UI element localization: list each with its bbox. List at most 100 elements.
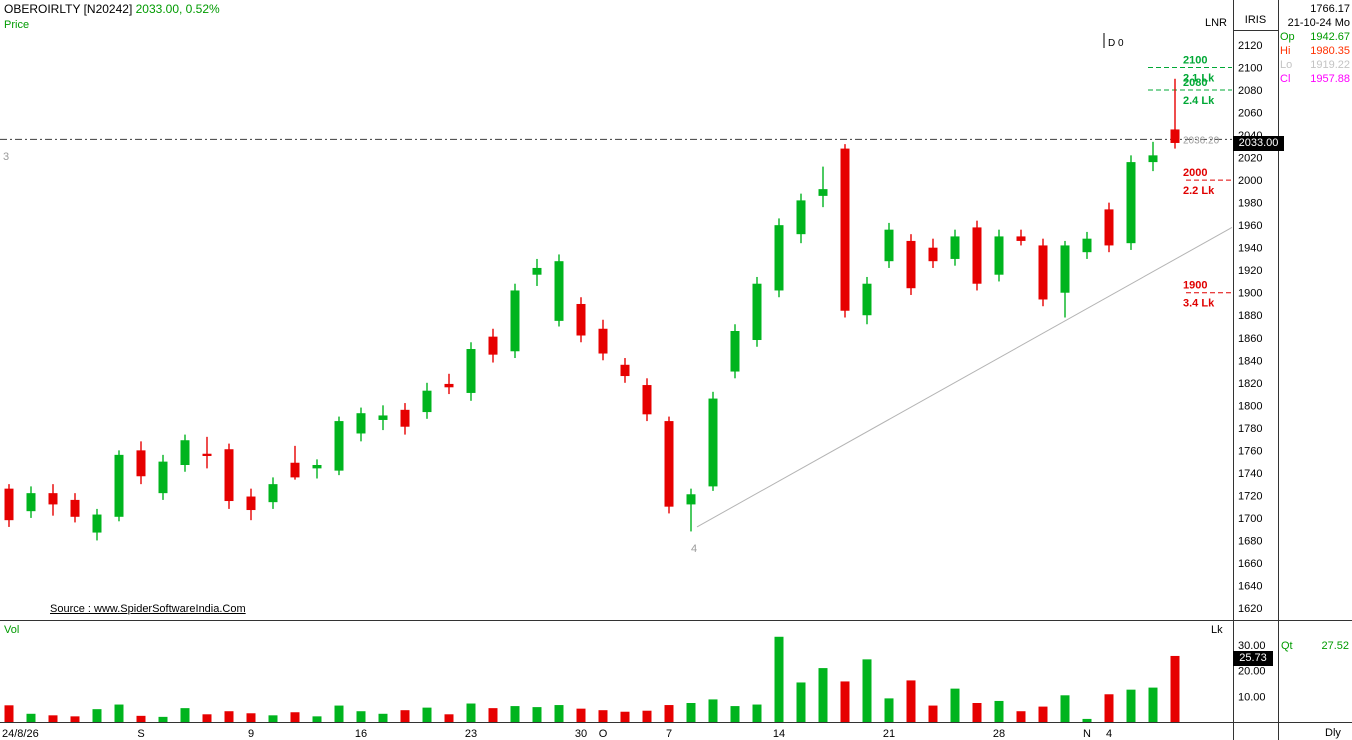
volume-bar [862,659,872,722]
volume-bar [180,708,190,722]
candle-body [840,148,850,311]
candle-body [202,453,212,456]
volume-bar [70,716,80,722]
price-tick-label: 1900 [1238,288,1262,300]
candle-body [664,421,674,507]
high-value: 1980.35 [1310,45,1350,57]
price-pane-label: Price [4,19,30,31]
candle-body [224,449,234,502]
price-tick-label: 1920 [1238,265,1262,277]
candle-body [1016,236,1026,241]
volume-bar [950,688,960,722]
low-row: Lo 1919.22 [1280,58,1350,72]
candle-body [598,328,608,354]
candle-body [620,364,630,377]
volume-bar [1060,695,1070,722]
price-tick-label: 1660 [1238,558,1262,570]
price-tick-label: 2080 [1238,85,1262,97]
price-tick-label: 1840 [1238,355,1262,367]
candle-body [796,200,806,235]
price-tick-label: 1740 [1238,468,1262,480]
qt-label: Qt [1281,640,1293,652]
candle-body [1170,129,1180,143]
volume-bar [290,712,300,722]
source-credit: Source : www.SpiderSoftwareIndia.Com [50,603,246,615]
price-tick-label: 2120 [1238,40,1262,52]
open-value: 1942.67 [1310,31,1350,43]
quote-date: 21-10-24 Mo [1287,17,1350,29]
wave-label: 3 [3,151,9,163]
volume-bar [620,711,630,722]
price-tick-label: 2060 [1238,108,1262,120]
x-tick-label: 28 [993,728,1005,740]
candle-body [466,349,476,393]
volume-bar [576,708,586,722]
candle-body [246,496,256,511]
candle-body [312,464,322,469]
volume-bar [488,708,498,722]
x-tick-label: S [137,728,144,740]
x-tick-label: 9 [248,728,254,740]
x-tick-label: 7 [666,728,672,740]
candle-body [1126,162,1136,244]
wave-label: 4 [691,543,697,555]
volume-bar [378,713,388,722]
volume-bar [1082,718,1092,722]
volume-bar [664,705,674,722]
volume-bar [928,705,938,722]
volume-tick-label: 30.00 [1238,640,1266,652]
candle-body [862,283,872,316]
candle-body [136,450,146,477]
high-row: Hi 1980.35 [1280,44,1350,58]
candle-body [334,421,344,471]
candle-body [972,227,982,284]
open-label: Op [1280,31,1295,43]
volume-bar [1126,689,1136,722]
periodicity-label: Dly [1325,727,1341,739]
price-tick-label: 1620 [1238,603,1262,615]
close-row: Cl 1957.88 [1280,72,1350,86]
price-tick-label: 1760 [1238,445,1262,457]
candle-body [1060,245,1070,293]
level-price-label: 2100 [1183,55,1207,67]
volume-bar [884,698,894,722]
candle-body [180,440,190,465]
last-volume-badge: 25.73 [1233,651,1273,666]
candle-body [48,493,58,505]
level-volume-label: 2.4 Lk [1183,95,1215,107]
price-tick-label: 1820 [1238,378,1262,390]
volume-bar [796,682,806,722]
volume-bar [1038,706,1048,722]
candle-body [422,390,432,413]
app-name: IRIS [1244,14,1267,26]
candle-body [268,484,278,503]
price-tick-label: 1700 [1238,513,1262,525]
open-row: Op 1942.67 [1280,30,1350,44]
x-tick-label: 14 [773,728,785,740]
close-value: 1957.88 [1310,73,1350,85]
candle-body [532,267,542,275]
candle-body [26,493,36,512]
high-label: Hi [1280,45,1291,57]
volume-bar [708,699,718,722]
candle-body [752,283,762,341]
x-tick-label: 30 [575,728,587,740]
volume-bar [356,711,366,722]
price-tick-label: 2020 [1238,153,1262,165]
volume-bar [994,700,1004,722]
qt-value: 27.52 [1321,640,1349,652]
price-line-value: 2036.20 [1183,135,1220,146]
volume-bar [598,710,608,722]
volume-bar [224,711,234,722]
volume-bar [48,715,58,722]
volume-bar [972,703,982,722]
price-tick-label: 1940 [1238,243,1262,255]
volume-bar [136,715,146,722]
candle-body [906,240,916,289]
cursor-value: 1766.17 [1310,3,1350,15]
candle-body [1082,238,1092,253]
candle-body [818,189,828,196]
x-tick-label: 23 [465,728,477,740]
candle-body [884,229,894,262]
